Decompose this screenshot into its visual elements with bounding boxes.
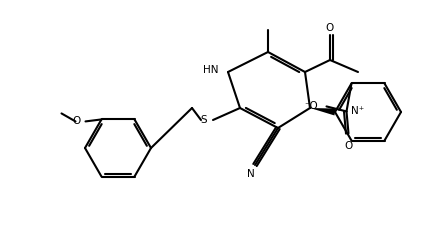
Text: O: O [326,23,334,33]
Text: N: N [247,169,255,179]
Text: ⁻O: ⁻O [305,102,318,112]
Text: HN: HN [202,65,218,75]
Text: O: O [345,142,353,152]
Text: S: S [200,115,207,125]
Polygon shape [310,108,336,116]
Text: N⁺: N⁺ [352,106,365,117]
Text: O: O [72,116,80,126]
